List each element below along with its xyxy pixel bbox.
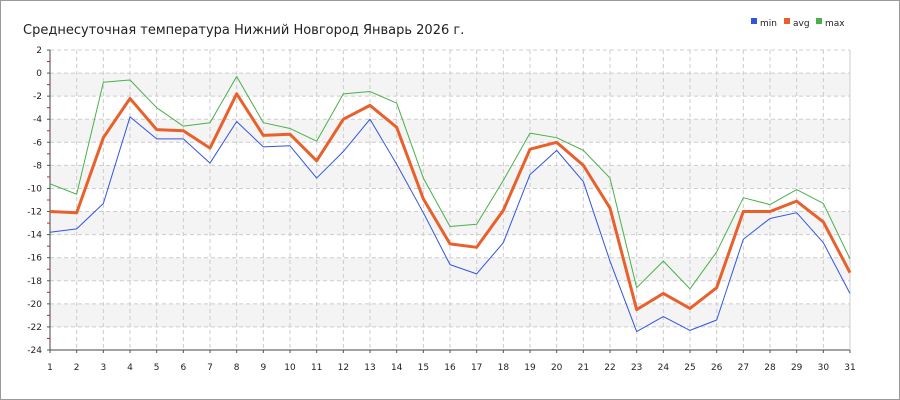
legend-label-max: max [825, 19, 845, 29]
legend-swatch-min [751, 18, 757, 24]
x-axis-ticks: 1 2 3 4 5 6 7 8 9 10 11 12 13 14 15 16 17 18 19 20 21 22 23 24 2… [47, 350, 856, 373]
x-tick-label: 21 [578, 363, 589, 373]
x-tick-label: 6 [180, 363, 186, 373]
legend-swatch-max [816, 18, 822, 24]
x-tick-label: 9 [260, 363, 266, 373]
y-tick-label: -24 [27, 346, 42, 356]
series-line-avg [49, 92, 852, 312]
x-tick-label: 11 [311, 363, 322, 373]
x-tick-label: 8 [234, 363, 240, 373]
series-line-max [49, 76, 851, 290]
x-tick-label: 23 [631, 363, 642, 373]
plot-bands [50, 73, 850, 327]
plot-band [50, 73, 850, 97]
y-tick-label: -4 [33, 115, 42, 125]
legend: min avg max [751, 18, 845, 29]
plot-band [50, 303, 850, 327]
x-tick-label: 29 [791, 363, 803, 373]
series-lines [49, 76, 852, 333]
x-tick-label: 25 [684, 363, 695, 373]
y-tick-label: -20 [27, 300, 42, 310]
plot-band [50, 211, 850, 235]
y-tick-label: -10 [27, 184, 42, 194]
x-tick-label: 28 [764, 363, 776, 373]
x-tick-label: 24 [658, 363, 670, 373]
x-tick-label: 17 [471, 363, 482, 373]
y-tick-label: 0 [36, 69, 42, 79]
y-tick-label: -18 [27, 277, 42, 287]
x-tick-label: 2 [74, 363, 80, 373]
x-tick-label: 31 [844, 363, 855, 373]
x-tick-label: 15 [418, 363, 429, 373]
x-tick-label: 16 [444, 363, 456, 373]
legend-label-min: min [760, 19, 777, 29]
y-tick-label: -6 [33, 138, 42, 148]
x-tick-label: 14 [391, 363, 403, 373]
x-tick-label: 4 [127, 363, 133, 373]
x-tick-label: 7 [207, 363, 213, 373]
chart-title: Среднесуточная температура Нижний Новгор… [23, 23, 464, 38]
x-tick-label: 27 [738, 363, 749, 373]
x-tick-label: 5 [154, 363, 160, 373]
series-line-min [49, 116, 851, 333]
x-tick-label: 20 [551, 363, 563, 373]
legend-swatch-avg [784, 18, 790, 24]
x-tick-label: 13 [364, 363, 375, 373]
x-tick-label: 18 [498, 363, 510, 373]
x-tick-label: 19 [524, 363, 536, 373]
y-tick-label: -22 [27, 323, 42, 333]
x-tick-label: 26 [711, 363, 723, 373]
x-tick-label: 1 [47, 363, 53, 373]
y-tick-label: -2 [33, 92, 42, 102]
x-tick-label: 10 [284, 363, 296, 373]
y-tick-label: -8 [33, 161, 42, 171]
x-tick-label: 30 [818, 363, 830, 373]
x-tick-label: 22 [604, 363, 615, 373]
y-axis-ticks: 2 0 -2 -4 -6 -8 -10 -12 -14 -16 -18 -20 -22 -24 [27, 46, 50, 356]
x-tick-label: 3 [100, 363, 106, 373]
y-tick-label: -12 [27, 208, 42, 218]
legend-label-avg: avg [793, 19, 810, 29]
y-tick-label: -14 [27, 231, 42, 241]
x-tick-label: 12 [338, 363, 349, 373]
y-tick-label: 2 [36, 46, 42, 56]
y-tick-label: -16 [27, 254, 42, 264]
